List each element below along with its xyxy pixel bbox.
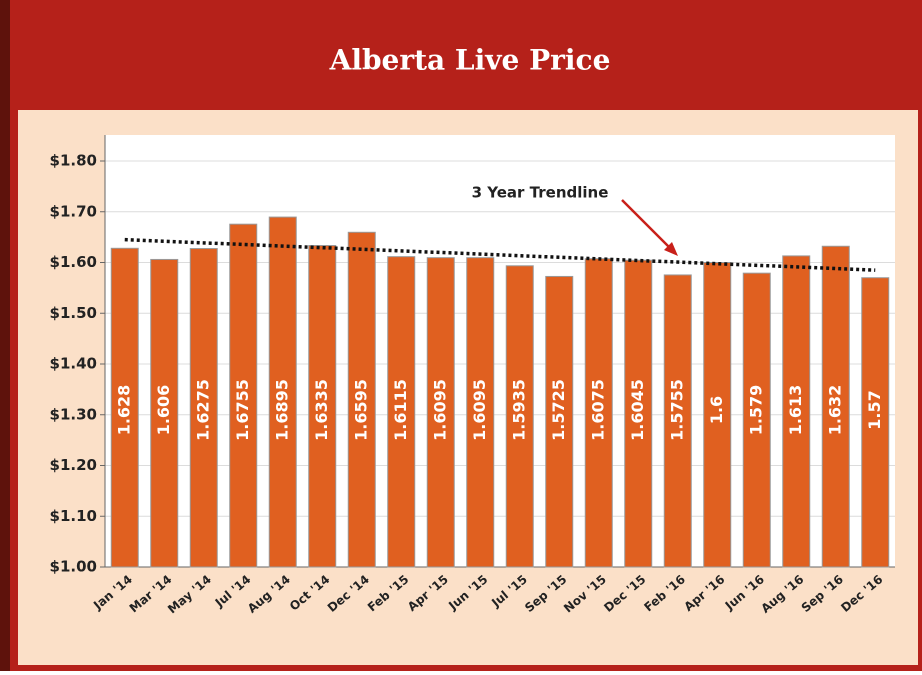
bar xyxy=(347,231,376,568)
data-label: 1.6095 xyxy=(470,379,489,441)
y-tick-label: $1.60 xyxy=(50,253,97,271)
y-tick-label: $1.70 xyxy=(50,202,97,220)
arrow-head xyxy=(664,242,678,256)
bar xyxy=(545,275,574,568)
data-label: 1.6595 xyxy=(351,379,370,441)
data-label: 1.5935 xyxy=(509,379,528,441)
bar xyxy=(861,277,890,568)
bar xyxy=(624,259,653,568)
bar xyxy=(505,265,534,568)
data-label: 1.6755 xyxy=(233,379,252,441)
data-label: 1.6275 xyxy=(193,379,212,441)
data-label: 1.632 xyxy=(825,385,844,436)
y-tick-label: $1.30 xyxy=(50,405,97,423)
trendline xyxy=(124,237,876,272)
y-tick-label: $1.50 xyxy=(50,304,97,322)
bar xyxy=(189,248,218,568)
bar xyxy=(426,257,455,568)
bar xyxy=(663,274,692,568)
data-label: 1.6895 xyxy=(272,379,291,441)
data-label: 1.613 xyxy=(786,385,805,436)
annotation: 3 Year Trendline xyxy=(472,184,609,202)
bar xyxy=(703,262,732,568)
bar xyxy=(742,272,771,568)
data-label: 1.579 xyxy=(746,385,765,436)
bar xyxy=(466,257,495,568)
annotation-arrow xyxy=(621,199,673,251)
data-label: 1.6075 xyxy=(588,379,607,441)
left-border xyxy=(0,0,10,671)
data-label: 1.606 xyxy=(154,385,173,436)
y-tick-label: $1.00 xyxy=(50,558,97,576)
data-label: 1.6045 xyxy=(628,379,647,441)
bar xyxy=(150,258,179,568)
data-label: 1.6095 xyxy=(430,379,449,441)
y-tick-label: $1.80 xyxy=(50,152,97,170)
data-label: 1.6115 xyxy=(391,379,410,441)
data-label: 1.57 xyxy=(865,390,884,429)
data-label: 1.6335 xyxy=(312,379,331,441)
bar xyxy=(229,223,258,568)
bar xyxy=(584,258,613,568)
bar xyxy=(782,255,811,568)
data-label: 1.628 xyxy=(114,385,133,436)
y-tick-label: $1.40 xyxy=(50,355,97,373)
bar xyxy=(308,244,337,568)
data-label: 1.5725 xyxy=(549,379,568,441)
data-label: 1.5755 xyxy=(667,379,686,441)
y-tick-label: $1.10 xyxy=(50,507,97,525)
bar xyxy=(110,247,139,568)
bar xyxy=(387,256,416,568)
data-label: 1.6 xyxy=(707,396,726,424)
bar xyxy=(821,245,850,568)
bar xyxy=(268,216,297,568)
y-tick-label: $1.20 xyxy=(50,456,97,474)
chart-title: Alberta Live Price xyxy=(329,44,611,77)
